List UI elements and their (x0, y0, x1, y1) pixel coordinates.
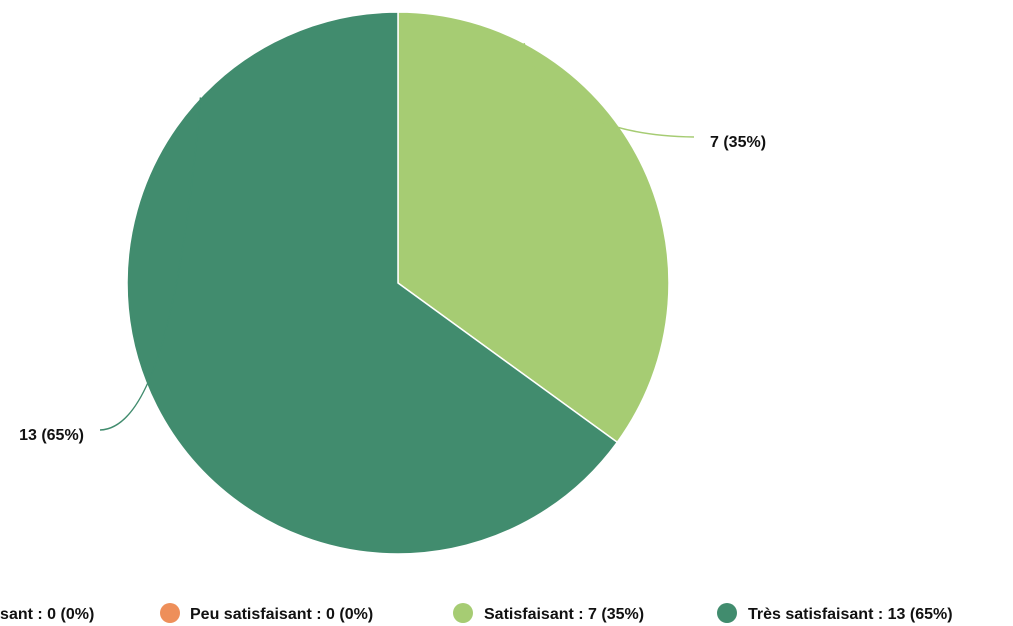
leader-line (523, 42, 695, 138)
legend-label: Très satisfaisant : 13 (65%) (748, 606, 953, 623)
legend-swatch (160, 603, 180, 623)
legend: Pas satisfaisant : 0 (0%) Peu satisfaisan… (0, 603, 953, 623)
slice-labels: 7 (35%) 13 (65%) (19, 134, 766, 444)
leader-line (99, 97, 202, 431)
leader-lines (99, 42, 695, 431)
legend-swatch (453, 603, 473, 623)
legend-label: Satisfaisant : 7 (35%) (484, 606, 644, 623)
slice-data-label: 7 (35%) (710, 134, 766, 151)
slice-data-label: 13 (65%) (19, 427, 84, 444)
legend-swatch (717, 603, 737, 623)
legend-label: Pas satisfaisant : 0 (0%) (0, 606, 94, 623)
pie-slices (126, 11, 670, 555)
pie-slice-très-satisfaisant (126, 11, 619, 555)
legend-label: Peu satisfaisant : 0 (0%) (190, 606, 373, 623)
pie-slice-satisfaisant (397, 11, 670, 444)
